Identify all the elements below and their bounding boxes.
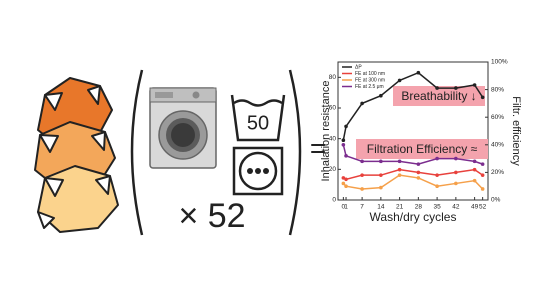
annotation: Filtration Efficiency ≈ xyxy=(367,142,478,156)
dryer-symbol xyxy=(232,146,284,196)
plot-frame xyxy=(337,61,489,201)
series-line xyxy=(342,174,484,190)
x-axis-label: Wash/dry cycles xyxy=(370,210,457,224)
data-point xyxy=(360,173,364,177)
data-point xyxy=(344,184,348,188)
washing-machine xyxy=(149,87,217,169)
data-point xyxy=(360,101,364,106)
x-tick-label: 28 xyxy=(415,204,423,211)
bracket-right xyxy=(288,69,302,236)
data-point xyxy=(341,143,346,147)
series-line xyxy=(343,168,484,181)
x-tick-label: 42 xyxy=(452,204,460,211)
y2-axis-label: Filtr. efficiency xyxy=(510,96,522,166)
legend-label: ΔP xyxy=(355,64,362,70)
data-point xyxy=(379,185,383,190)
data-point xyxy=(472,83,477,87)
data-point xyxy=(360,187,364,191)
data-point xyxy=(379,173,383,177)
x-tick-label: 1 xyxy=(344,204,348,211)
wash-symbol xyxy=(230,94,286,142)
y-tick-label: 80 xyxy=(329,74,337,81)
data-point xyxy=(472,167,477,172)
data-point xyxy=(341,176,346,180)
data-point xyxy=(480,95,485,100)
x-tick-label: 49 xyxy=(471,204,479,211)
data-point xyxy=(360,159,364,164)
y-tick-label: 20 xyxy=(329,166,337,173)
data-point xyxy=(435,86,439,90)
x-tick-label: 35 xyxy=(433,204,441,211)
data-point xyxy=(480,162,485,166)
data-point xyxy=(379,159,383,164)
data-point xyxy=(344,124,348,129)
data-point xyxy=(435,173,439,177)
masks xyxy=(34,77,119,233)
y-tick-label: 40 xyxy=(329,135,337,142)
x-tick-label: 7 xyxy=(360,204,364,211)
data-point xyxy=(379,93,383,98)
data-point xyxy=(435,156,439,161)
x-tick-label: 0 xyxy=(342,204,346,211)
data-point xyxy=(397,78,402,83)
cycles-label: × 52 xyxy=(178,197,245,235)
data-point xyxy=(472,159,477,164)
x-tick-label: 52 xyxy=(479,204,487,211)
series-line xyxy=(342,144,483,165)
y-axis-label: Inhalation resistance xyxy=(320,81,332,182)
data-point xyxy=(454,170,458,175)
y2-tick-label: 100% xyxy=(491,59,508,66)
data-point xyxy=(416,176,421,180)
y2-tick-label: 20% xyxy=(491,169,504,176)
data-point xyxy=(341,181,346,186)
data-point xyxy=(397,159,402,164)
legend-label: FE at 300 nm xyxy=(355,77,385,83)
bracket-left xyxy=(130,69,144,236)
y-tick-label: 0 xyxy=(332,197,336,204)
y2-tick-label: 80% xyxy=(491,86,504,93)
legend-label: FE at 2.5 μm xyxy=(355,84,384,90)
data-point xyxy=(454,86,458,90)
data-point xyxy=(397,173,402,177)
series-line xyxy=(342,71,484,141)
data-point xyxy=(454,181,458,186)
annotation: Breathability ↓ xyxy=(401,89,476,103)
data-point xyxy=(454,156,458,161)
x-tick-label: 14 xyxy=(377,204,385,211)
equals-sign: = xyxy=(310,132,326,163)
data-point xyxy=(480,187,485,191)
y-tick-label: 60 xyxy=(329,105,337,112)
annotation-box xyxy=(393,86,485,106)
annotation-box xyxy=(356,139,488,159)
data-point xyxy=(416,70,421,75)
y2-tick-label: 60% xyxy=(491,114,504,121)
data-point xyxy=(435,184,439,188)
y2-tick-label: 0% xyxy=(491,197,501,204)
data-point xyxy=(397,167,402,172)
chart: Breathability ↓Filtration Efficiency ≈0 1… xyxy=(320,59,522,224)
data-point xyxy=(344,154,348,158)
wash-temperature: 50 xyxy=(247,112,269,134)
data-point xyxy=(480,173,485,177)
data-point xyxy=(344,177,348,182)
data-point xyxy=(416,170,421,175)
y2-tick-label: 40% xyxy=(491,142,504,149)
legend-label: FE at 100 nm xyxy=(355,71,385,77)
x-tick-label: 21 xyxy=(396,204,404,211)
data-point xyxy=(341,138,346,142)
data-point xyxy=(472,178,477,183)
data-point xyxy=(416,162,421,166)
